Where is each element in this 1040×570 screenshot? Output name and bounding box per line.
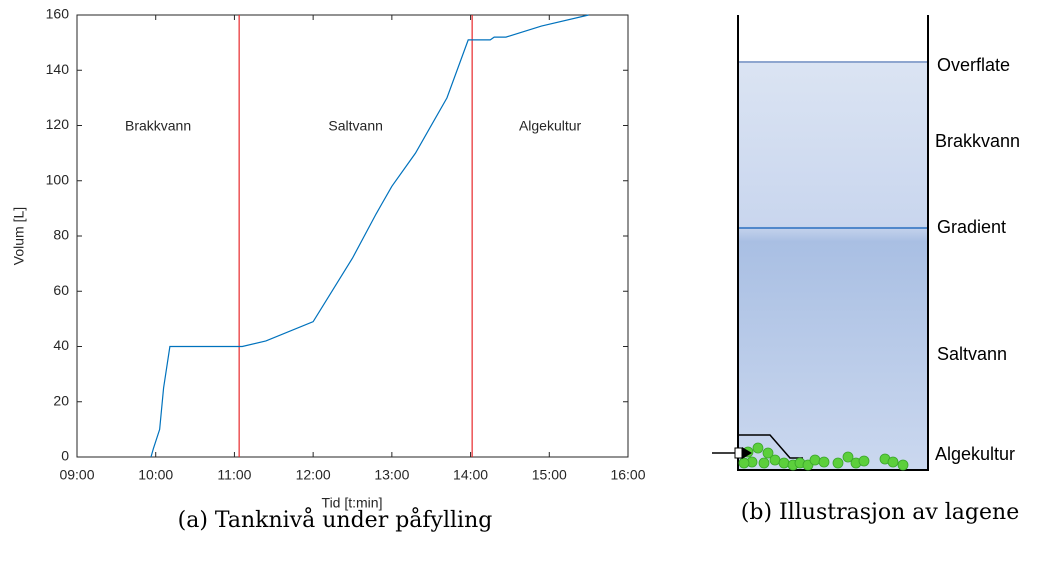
x-tick-label: 15:00	[532, 467, 567, 483]
y-tick-label: 40	[53, 337, 69, 353]
x-tick-label: 16:00	[610, 467, 645, 483]
region-label: Algekultur	[519, 118, 582, 134]
volume-line	[150, 14, 589, 458]
region-label: Brakkvann	[125, 118, 191, 134]
caption: (b) Illustrasjon av lagene	[741, 500, 1019, 525]
diagram-label: Overflate	[937, 55, 1010, 75]
y-axis-label: Volum [L]	[11, 207, 27, 265]
x-axis-label: Tid [t:min]	[322, 495, 383, 511]
algae	[738, 442, 909, 471]
y-tick-label: 100	[46, 171, 70, 187]
y-tick-label: 0	[61, 448, 69, 464]
region-label: Saltvann	[328, 118, 382, 134]
y-tick-label: 120	[46, 116, 70, 132]
y-tick-label: 160	[46, 6, 70, 22]
diagram-label: Gradient	[937, 217, 1006, 237]
inlet-arrow	[742, 447, 752, 459]
x-tick-label: 09:00	[59, 467, 94, 483]
x-tick-label: 12:00	[296, 467, 331, 483]
plot-frame	[76, 14, 629, 458]
diagram-label: Brakkvann	[935, 131, 1020, 151]
diagram-label: Algekultur	[935, 444, 1015, 464]
inlet-guide	[738, 434, 803, 459]
tank-diagram: Overflate Brakkvann Gradient Saltvann Al…	[712, 15, 1020, 525]
x-tick-label: 14:00	[453, 467, 488, 483]
y-tick-label: 80	[53, 227, 69, 243]
x-tick-label: 13:00	[374, 467, 409, 483]
tank-wall	[737, 15, 929, 471]
caption: (a) Tanknivå under påfylling	[178, 506, 493, 533]
y-tick-label: 20	[53, 392, 69, 408]
diagram-label: Saltvann	[937, 344, 1007, 364]
x-tick-label: 10:00	[138, 467, 173, 483]
inlet-nozzle	[734, 447, 743, 459]
x-tick-label: 11:00	[217, 467, 251, 483]
y-tick-label: 140	[46, 61, 70, 77]
water	[738, 62, 928, 470]
y-tick-label: 60	[53, 282, 69, 298]
